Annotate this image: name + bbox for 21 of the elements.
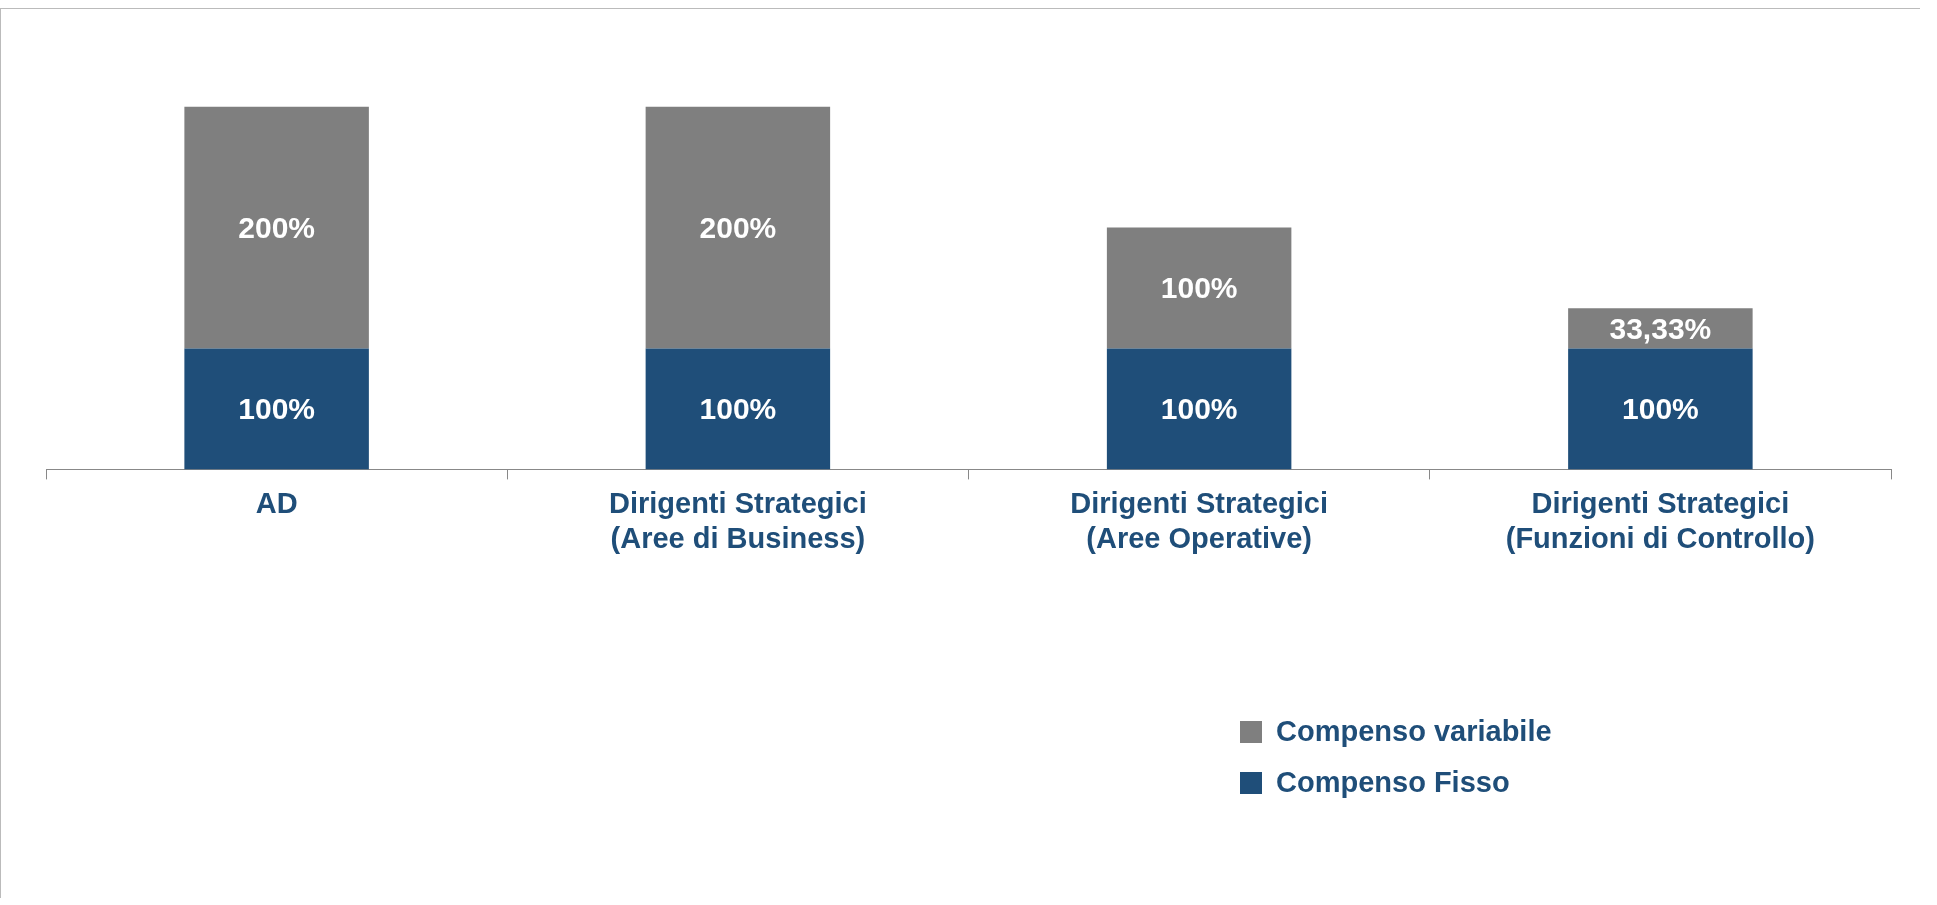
x-tick-label: Dirigenti Strategici (Aree di Business)	[608, 486, 867, 554]
x-tick-label: Dirigenti Strategici (Aree Operative)	[1070, 486, 1329, 554]
data-label: 200%	[238, 210, 315, 244]
data-label: 100%	[699, 392, 777, 426]
bar	[1106, 348, 1292, 470]
data-label: 200%	[699, 210, 777, 244]
legend-label: Compenso variabile	[1276, 715, 1552, 748]
legend-label: Compenso Fisso	[1276, 766, 1510, 799]
x-tick-label: Dirigenti Strategici (Funzioni di Controllo)	[1505, 486, 1815, 554]
data-label: 100%	[1622, 392, 1699, 426]
data-label: 33,33%	[1609, 311, 1712, 345]
data-label: 100%	[1160, 392, 1238, 426]
bar	[1568, 348, 1753, 470]
x-tick-label: AD	[255, 486, 298, 519]
bar	[1106, 227, 1292, 349]
data-label: 100%	[238, 392, 315, 426]
bar	[645, 106, 831, 349]
bar	[645, 348, 831, 470]
bar	[184, 348, 369, 470]
data-label: 100%	[1160, 271, 1238, 305]
bar	[184, 106, 369, 349]
